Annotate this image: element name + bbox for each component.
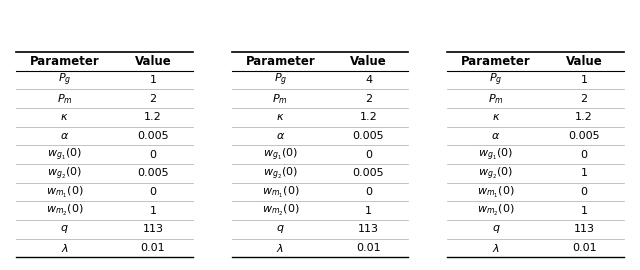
Text: $w_{m_2}(0)$: $w_{m_2}(0)$	[477, 203, 515, 218]
Text: Value: Value	[350, 55, 387, 68]
Text: 0.005: 0.005	[353, 131, 385, 141]
Text: 1: 1	[580, 206, 588, 216]
Text: Value: Value	[566, 55, 602, 68]
Text: $w_{g_1}(0)$: $w_{g_1}(0)$	[263, 147, 298, 163]
Text: $P_g$: $P_g$	[274, 72, 287, 88]
Text: $\lambda$: $\lambda$	[61, 242, 68, 254]
Text: $\lambda$: $\lambda$	[492, 242, 500, 254]
Text: 113: 113	[573, 224, 595, 234]
Text: $w_{m_1}(0)$: $w_{m_1}(0)$	[262, 184, 299, 200]
Text: 0.005: 0.005	[353, 168, 385, 178]
Text: Parameter: Parameter	[245, 55, 315, 68]
Text: $\kappa$: $\kappa$	[276, 112, 285, 122]
Text: $w_{m_1}(0)$: $w_{m_1}(0)$	[477, 184, 515, 200]
Text: $w_{m_2}(0)$: $w_{m_2}(0)$	[262, 203, 299, 218]
Text: $\alpha$: $\alpha$	[60, 131, 69, 141]
Text: $P_m$: $P_m$	[57, 92, 72, 106]
Text: 1.2: 1.2	[360, 112, 378, 122]
Text: 1: 1	[365, 206, 372, 216]
Text: 0.01: 0.01	[141, 243, 165, 253]
Text: $w_{g_1}(0)$: $w_{g_1}(0)$	[479, 147, 513, 163]
Text: $P_g$: $P_g$	[58, 72, 72, 88]
Text: $w_{m_2}(0)$: $w_{m_2}(0)$	[46, 203, 83, 218]
Text: 4: 4	[365, 75, 372, 85]
Text: Parameter: Parameter	[30, 55, 100, 68]
Text: $P_m$: $P_m$	[273, 92, 288, 106]
Text: 1.2: 1.2	[144, 112, 162, 122]
Text: $\lambda$: $\lambda$	[276, 242, 284, 254]
Text: $\alpha$: $\alpha$	[276, 131, 285, 141]
Text: 1: 1	[580, 75, 588, 85]
Text: 1: 1	[149, 206, 156, 216]
Text: 0.01: 0.01	[356, 243, 381, 253]
Text: 0: 0	[149, 150, 156, 160]
Text: $q$: $q$	[60, 223, 69, 235]
Text: 0: 0	[580, 150, 588, 160]
Text: 0: 0	[580, 187, 588, 197]
Text: $\alpha$: $\alpha$	[492, 131, 500, 141]
Text: 1.2: 1.2	[575, 112, 593, 122]
Text: 0.01: 0.01	[572, 243, 596, 253]
Text: 113: 113	[143, 224, 163, 234]
Text: 113: 113	[358, 224, 379, 234]
Text: $\kappa$: $\kappa$	[60, 112, 69, 122]
Text: $w_{m_1}(0)$: $w_{m_1}(0)$	[46, 184, 83, 200]
Text: 0.005: 0.005	[137, 131, 169, 141]
Text: $w_{g_1}(0)$: $w_{g_1}(0)$	[47, 147, 82, 163]
Text: 1: 1	[580, 168, 588, 178]
Text: $w_{g_2}(0)$: $w_{g_2}(0)$	[479, 165, 513, 181]
Text: $P_m$: $P_m$	[488, 92, 504, 106]
Text: Parameter: Parameter	[461, 55, 531, 68]
Text: 0: 0	[365, 150, 372, 160]
Text: 0.005: 0.005	[137, 168, 169, 178]
Text: 0: 0	[149, 187, 156, 197]
Text: $q$: $q$	[492, 223, 500, 235]
Text: 2: 2	[365, 94, 372, 104]
Text: $\kappa$: $\kappa$	[492, 112, 500, 122]
Text: 1: 1	[149, 75, 156, 85]
Text: 0.005: 0.005	[568, 131, 600, 141]
Text: $w_{g_2}(0)$: $w_{g_2}(0)$	[47, 165, 82, 181]
Text: $w_{g_2}(0)$: $w_{g_2}(0)$	[263, 165, 298, 181]
Text: $q$: $q$	[276, 223, 285, 235]
Text: 2: 2	[580, 94, 588, 104]
Text: 2: 2	[149, 94, 156, 104]
Text: $P_g$: $P_g$	[489, 72, 502, 88]
Text: 0: 0	[365, 187, 372, 197]
Text: Value: Value	[134, 55, 172, 68]
